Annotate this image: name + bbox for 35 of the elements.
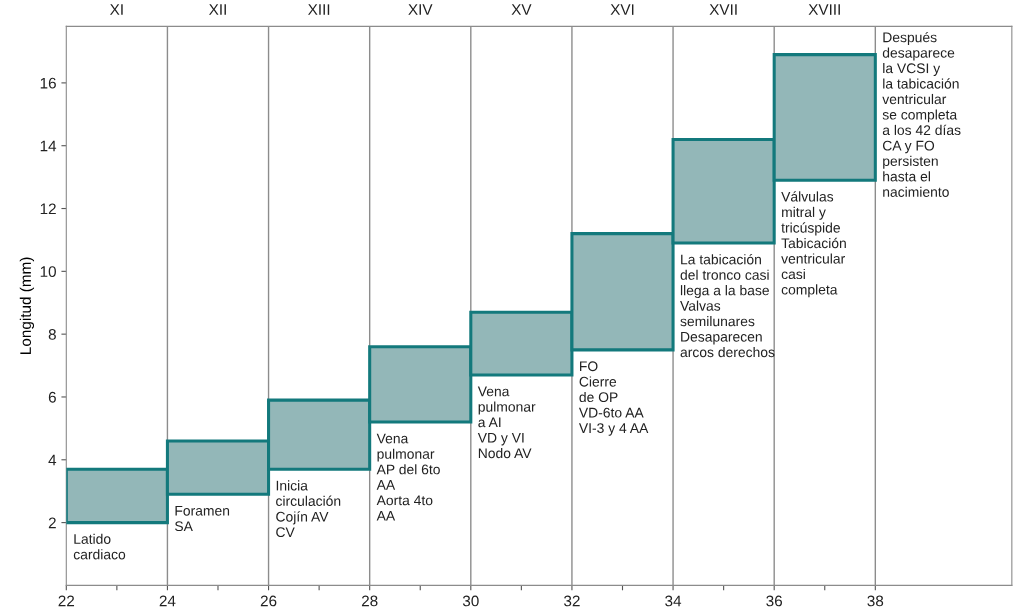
x-tick-label: 32: [564, 595, 580, 607]
annotation: Vena pulmonar AP del 6to AA Aorta 4to AA: [376, 433, 440, 521]
y-tick-label: 4: [48, 454, 57, 466]
x-tick-label: 30: [462, 595, 479, 607]
text: XV: [511, 4, 532, 15]
y-tick-label: 12: [40, 203, 56, 215]
text: XII: [208, 4, 226, 15]
annotation: Latido cardiaco: [73, 533, 126, 560]
annotation: Inicia circulación Cojín AV CV: [276, 480, 341, 538]
text: XVI: [610, 4, 634, 15]
y-axis-title: Longitud (mm): [19, 257, 35, 354]
text: XIV: [408, 4, 433, 15]
y-tick-label: 2: [48, 517, 56, 529]
annotation: Vena pulmonar a AI VD y VI Nodo AV: [477, 386, 536, 459]
annotation: La tabicación del tronco casi llega a la base Valvas semilunares Desaparecen arcos derechos: [680, 254, 775, 358]
x-tick-label: 22: [58, 595, 75, 607]
annotation: Foramen SA: [175, 505, 230, 532]
x-tick-label: 26: [260, 595, 277, 607]
text: Después desaparece la VCSI y la tabicación ventricular se completa a los 42 días CA y FO persisten hasta el nacimiento: [882, 31, 961, 197]
y-tick-label: 16: [40, 77, 56, 89]
y-tick-label: 6: [48, 391, 56, 403]
annotation: Válvulas mitral y tricúspide Tabicación ventricular casi completa: [781, 191, 846, 298]
y-tick-label: 14: [40, 140, 57, 152]
y-tick-label: 8: [48, 329, 56, 340]
text: XVII: [709, 4, 737, 15]
x-tick-label: 36: [766, 595, 783, 607]
x-tick-label: 28: [361, 595, 378, 607]
text: XIII: [308, 4, 330, 15]
text: XVIII: [808, 4, 840, 15]
x-tick-label: 24: [159, 595, 176, 607]
y-tick-label: 10: [40, 266, 56, 278]
text: XI: [109, 4, 123, 15]
annotation: FO Cierre de OP VD-6to AA VI-3 y 4 AA: [578, 361, 649, 436]
x-tick-label: 38: [867, 595, 884, 607]
x-tick-label: 34: [665, 595, 682, 607]
